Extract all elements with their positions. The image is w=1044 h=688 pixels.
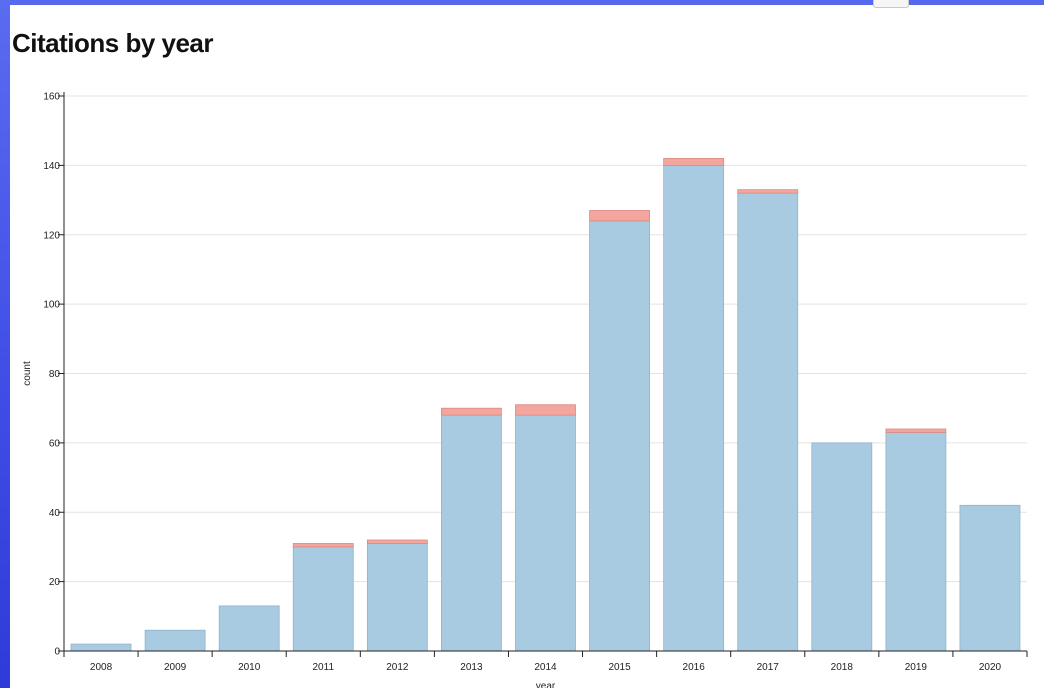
bar-2015 [589, 220, 650, 652]
window-corner-button[interactable] [873, 0, 909, 8]
bar-2011 [292, 546, 354, 652]
y-tick-label: 0 [54, 647, 60, 658]
bar-segment-2019 [885, 428, 947, 433]
bar-segment-2012 [366, 539, 428, 544]
bar-2017 [737, 192, 799, 652]
x-tick-label: 2018 [831, 662, 854, 673]
bar-2019 [885, 432, 947, 652]
x-tick-label: 2020 [979, 662, 1002, 673]
bar-2012 [366, 543, 428, 652]
y-tick-label: 140 [43, 161, 60, 172]
bar-2008 [70, 643, 132, 652]
x-tick-label: 2014 [534, 662, 557, 673]
y-tick-label: 40 [49, 508, 61, 519]
x-tick-label: 2013 [460, 662, 483, 673]
x-tick-label: 2017 [757, 662, 780, 673]
x-tick-label: 2015 [608, 662, 631, 673]
bar-segment-2016 [663, 158, 725, 166]
bar-segment-2013 [441, 407, 502, 416]
bar-2020 [959, 504, 1021, 652]
bar-2009 [144, 629, 206, 652]
y-tick-label: 80 [49, 369, 61, 380]
window-frame-top [0, 0, 1044, 5]
x-tick-label: 2011 [313, 662, 335, 673]
bar-segment-2017 [737, 189, 799, 194]
x-axis-title: year [536, 681, 556, 688]
bar-2018 [811, 442, 873, 652]
y-tick-label: 20 [49, 577, 61, 588]
x-tick-label: 2019 [905, 662, 928, 673]
bar-2013 [441, 414, 502, 652]
y-axis-title: count [22, 361, 33, 386]
y-tick-label: 120 [43, 230, 60, 241]
y-tick-label: 160 [43, 92, 60, 103]
y-tick-label: 100 [43, 300, 60, 311]
bar-2010 [218, 605, 280, 652]
bar-segment-2014 [515, 404, 576, 416]
bar-2016 [663, 164, 725, 652]
x-tick-label: 2008 [90, 662, 113, 673]
x-tick-label: 2016 [683, 662, 706, 673]
axes: 0 20 40 60 80 100 120 140 160 2008 2009 2010 2011 201… [43, 92, 1028, 673]
bars [70, 158, 1021, 652]
bar-segment-2015 [589, 210, 650, 222]
x-tick-label: 2010 [238, 662, 261, 673]
x-tick-label: 2012 [386, 662, 409, 673]
bar-segment-2011 [292, 543, 354, 548]
page-title: Citations by year [12, 28, 214, 59]
x-tick-label: 2009 [164, 662, 187, 673]
window-frame-left [0, 0, 10, 688]
y-tick-label: 60 [49, 438, 61, 449]
bar-2014 [515, 414, 576, 652]
